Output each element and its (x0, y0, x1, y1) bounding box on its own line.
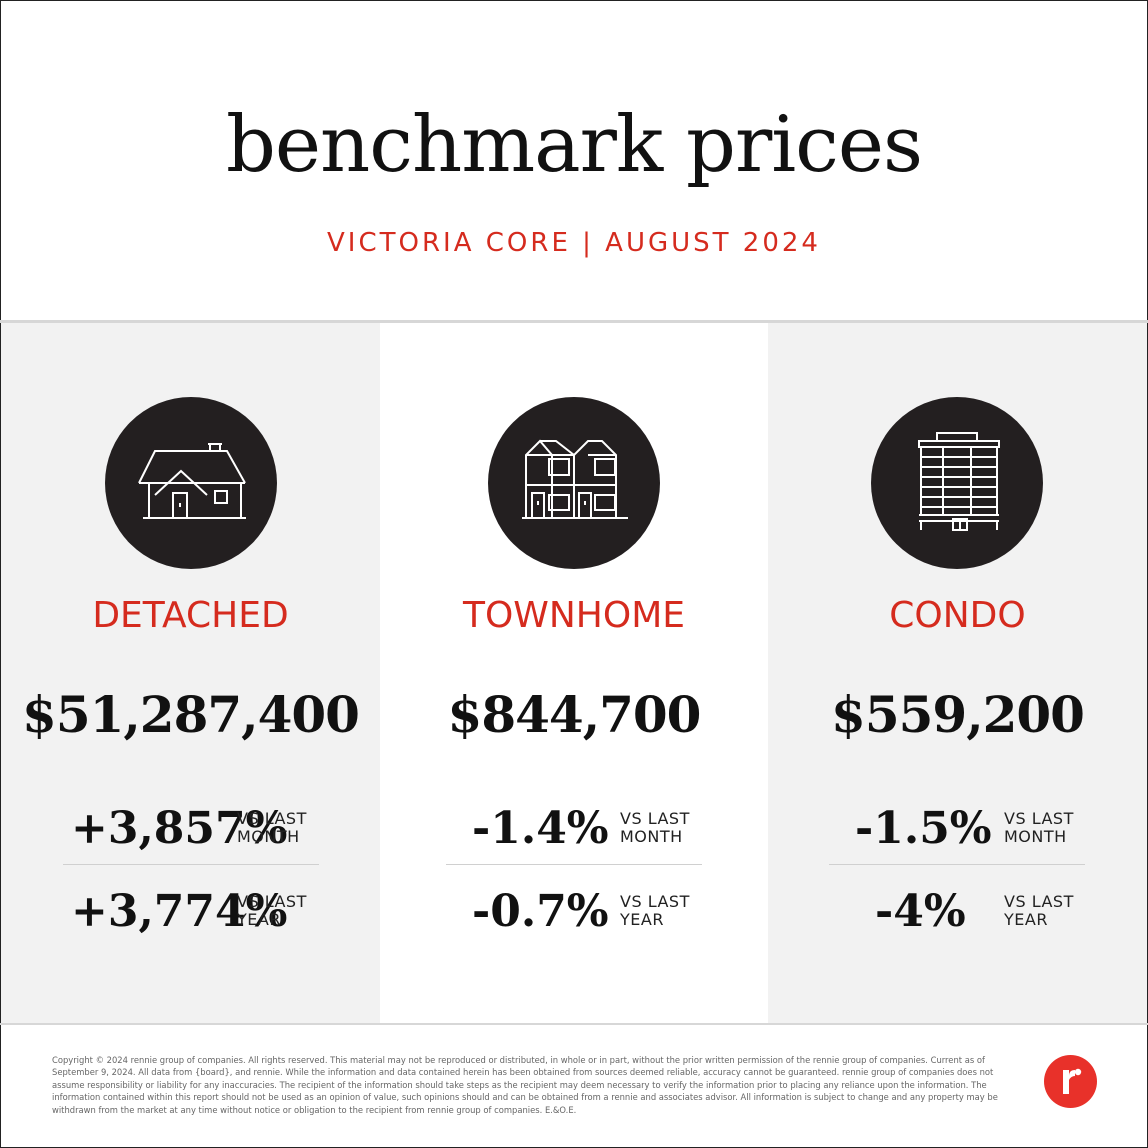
condo-separator (829, 864, 1085, 865)
detached-year-change: +3,774% (71, 886, 288, 937)
footer-divider (0, 1023, 1148, 1025)
townhome-year-change: -0.7% (472, 886, 609, 937)
detached-month-compare: VS LAST MONTH (237, 809, 307, 846)
detached-price: $51,287,400 (22, 685, 360, 744)
page-subtitle: VICTORIA CORE | AUGUST 2024 (327, 228, 821, 258)
townhome-icon (488, 397, 660, 569)
townhome-year-compare: VS LAST YEAR (620, 892, 690, 929)
detached-panel: DETACHED $51,287,400 +3,857% VS LAST MON… (1, 323, 380, 1023)
condo-month-change: -1.5% (855, 803, 992, 854)
townhome-separator (446, 864, 702, 865)
townhome-price: $844,700 (447, 685, 702, 744)
detached-month-change: +3,857% (71, 803, 288, 854)
house-icon (105, 397, 277, 569)
condo-label: CONDO (889, 595, 1026, 636)
header-divider (0, 320, 1148, 323)
page-title: benchmark prices (225, 100, 923, 190)
condo-year-change: -4% (875, 886, 966, 937)
condo-month-compare: VS LAST MONTH (1004, 809, 1074, 846)
condo-price: $559,200 (831, 685, 1085, 744)
condo-year-compare: VS LAST YEAR (1004, 892, 1074, 929)
detached-label: DETACHED (92, 595, 289, 636)
footer-disclaimer: Copyright © 2024 rennie group of compani… (52, 1055, 998, 1115)
condo-panel: CONDO $559,200 -1.5% VS LAST MONTH -4% V… (768, 323, 1147, 1023)
townhome-month-compare: VS LAST MONTH (620, 809, 690, 846)
townhome-panel: TOWNHOME $844,700 -1.4% VS LAST MONTH -0… (380, 323, 768, 1023)
detached-year-compare: VS LAST YEAR (237, 892, 307, 929)
condo-building-icon (871, 397, 1043, 569)
rennie-logo-icon (1044, 1055, 1097, 1108)
townhome-label: TOWNHOME (462, 595, 686, 636)
townhome-month-change: -1.4% (472, 803, 609, 854)
detached-separator (63, 864, 319, 865)
